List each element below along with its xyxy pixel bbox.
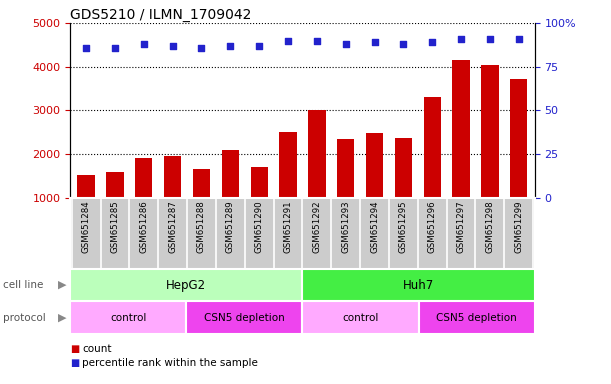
Text: GSM651298: GSM651298 [485,200,494,253]
Bar [135,159,153,198]
Bar [70,269,302,301]
Text: ▶: ▶ [57,280,66,290]
Text: GSM651289: GSM651289 [226,200,235,253]
Text: percentile rank within the sample: percentile rank within the sample [82,358,258,368]
Bar [510,79,527,198]
Text: ■: ■ [70,344,79,354]
Text: control: control [110,313,147,323]
Text: GSM651296: GSM651296 [428,200,437,253]
Bar [251,167,268,198]
Text: GSM651297: GSM651297 [456,200,466,253]
Point [225,43,235,49]
Bar [186,301,302,334]
Bar [164,156,181,198]
Text: GSM651290: GSM651290 [255,200,264,253]
Point [81,45,91,51]
Bar [395,138,412,198]
Text: GSM651293: GSM651293 [341,200,350,253]
Bar [70,301,186,334]
Bar [279,132,297,198]
Bar [302,301,419,334]
Point [485,36,495,42]
Bar [419,301,535,334]
Bar [308,111,326,198]
Text: GSM651295: GSM651295 [399,200,408,253]
Text: Huh7: Huh7 [403,279,434,291]
Text: ▶: ▶ [57,313,66,323]
Text: GDS5210 / ILMN_1709042: GDS5210 / ILMN_1709042 [70,8,252,22]
Text: protocol: protocol [3,313,46,323]
Bar [337,139,354,198]
Point [341,41,351,47]
Point [398,41,408,47]
Point [168,43,178,49]
Text: ■: ■ [70,358,79,368]
Bar [78,175,95,198]
Bar [193,169,210,198]
Text: GSM651292: GSM651292 [312,200,321,253]
Text: GSM651299: GSM651299 [514,200,523,253]
Bar [302,269,535,301]
Bar [222,150,239,198]
Text: control: control [342,313,379,323]
Point [456,36,466,42]
Text: CSN5 depletion: CSN5 depletion [436,313,517,323]
Text: CSN5 depletion: CSN5 depletion [204,313,285,323]
Point [427,39,437,45]
Text: GSM651288: GSM651288 [197,200,206,253]
Text: GSM651286: GSM651286 [139,200,148,253]
Bar [423,97,441,198]
Text: HepG2: HepG2 [166,279,207,291]
Point [197,45,207,51]
Bar [452,60,470,198]
Point [283,38,293,44]
Point [370,39,379,45]
Text: GSM651287: GSM651287 [168,200,177,253]
Bar [106,172,123,198]
Point [254,43,264,49]
Text: GSM651284: GSM651284 [82,200,90,253]
Point [312,38,322,44]
Text: GSM651291: GSM651291 [284,200,293,253]
Point [514,36,524,42]
Point [139,41,148,47]
Bar [366,133,383,198]
Text: GSM651294: GSM651294 [370,200,379,253]
Bar [481,65,499,198]
Text: count: count [82,344,112,354]
Point [110,45,120,51]
Text: cell line: cell line [3,280,43,290]
Text: GSM651285: GSM651285 [111,200,120,253]
